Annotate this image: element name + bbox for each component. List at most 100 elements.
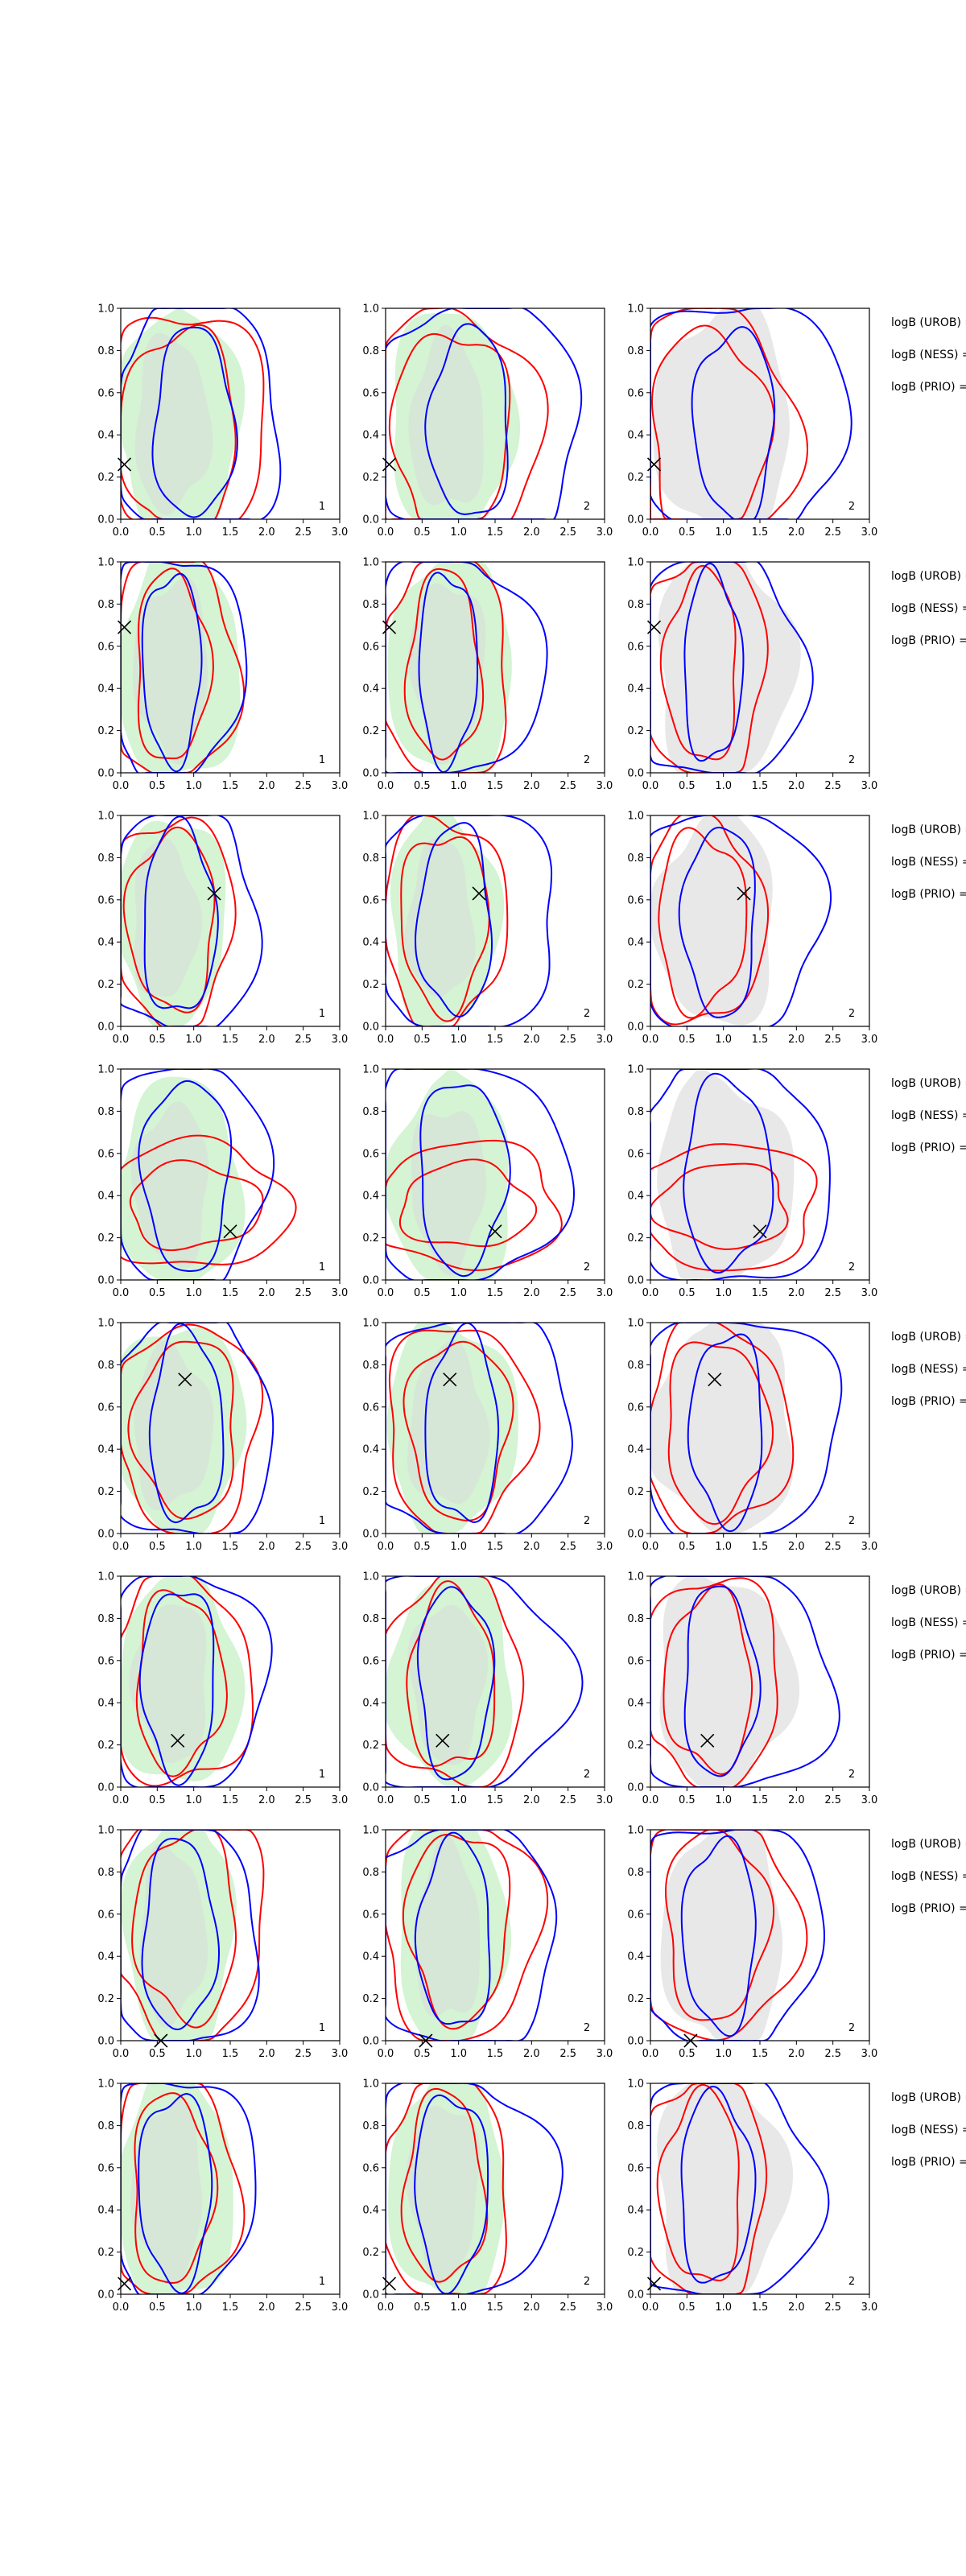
y-tick-label: 0.6 xyxy=(362,387,379,399)
contour-red xyxy=(659,564,737,761)
y-tick-label: 1.0 xyxy=(362,2079,379,2091)
contour-red xyxy=(127,1340,234,1520)
contour-blue xyxy=(680,2086,757,2284)
y-tick-label: 0.2 xyxy=(627,979,644,991)
contour-red xyxy=(121,562,246,773)
density-fill-inner xyxy=(139,1843,208,2029)
panel-label: 2 xyxy=(848,1261,855,1274)
x-tick-label: 1.5 xyxy=(752,2048,769,2060)
panel-r5-c3: 0.0 0.5 1.0 1.5 2.0 2.5 3.0 0.0 0.2 0.4 0.6 0.8 1.0 2 xyxy=(627,1318,877,1554)
x-tick-label: 0.5 xyxy=(149,2301,166,2314)
contour-red xyxy=(400,2087,489,2283)
panel-label: 2 xyxy=(584,2276,590,2288)
x-tick-label: 3.0 xyxy=(332,1794,349,1806)
contour-blue xyxy=(143,815,219,1009)
y-tick-label: 0.8 xyxy=(362,1106,379,1118)
x-tick-label: 3.0 xyxy=(597,780,613,792)
contour-blue xyxy=(386,815,553,1026)
x-tick-label: 2.5 xyxy=(559,1794,576,1806)
y-tick-label: 0.6 xyxy=(627,1402,644,1414)
x-tick-label: 2.5 xyxy=(559,1541,576,1553)
x-tick-label: 2.5 xyxy=(559,526,576,539)
y-tick-label: 0.2 xyxy=(97,1486,114,1498)
panel-label: 2 xyxy=(848,754,855,766)
y-tick-label: 0.2 xyxy=(362,2247,379,2259)
y-tick-label: 0.8 xyxy=(362,599,379,611)
x-tick-label: 0.0 xyxy=(113,1794,130,1806)
panel-r6-c2: 0.0 0.5 1.0 1.5 2.0 2.5 3.0 0.0 0.2 0.4 0.6 0.8 1.0 2 xyxy=(362,1571,613,1807)
x-tick-label: 1.0 xyxy=(185,2048,202,2060)
panel-r3-c1: 0.0 0.5 1.0 1.5 2.0 2.5 3.0 0.0 0.2 0.4 0.6 0.8 1.0 1 xyxy=(97,811,348,1046)
panel-label: 1 xyxy=(319,1515,325,1527)
y-tick-label: 1.0 xyxy=(627,811,644,823)
contour-blue xyxy=(121,2083,257,2294)
contour-red xyxy=(667,1341,774,1525)
side-label: logB (PRIO) = xyxy=(891,1902,966,1915)
x-tick-label: 2.5 xyxy=(295,1794,312,1806)
x-tick-label: 1.5 xyxy=(752,2301,769,2314)
contour-blue xyxy=(416,1586,496,1781)
x-tick-label: 2.5 xyxy=(295,2048,312,2060)
x-tick-label: 3.0 xyxy=(597,526,613,539)
y-tick-label: 1.0 xyxy=(362,1064,379,1076)
x-tick-label: 0.5 xyxy=(679,526,696,539)
contour-blue xyxy=(386,1576,584,1787)
y-tick-label: 0.4 xyxy=(362,430,379,442)
x-tick-label: 0.0 xyxy=(113,526,130,539)
y-tick-label: 0.6 xyxy=(97,641,114,653)
x-tick-label: 3.0 xyxy=(861,1541,878,1553)
y-tick-label: 0.2 xyxy=(627,2247,644,2259)
y-tick-label: 0.4 xyxy=(362,1698,379,1710)
x-tick-label: 3.0 xyxy=(332,526,349,539)
x-tick-label: 2.5 xyxy=(559,780,576,792)
y-tick-label: 1.0 xyxy=(627,1318,644,1330)
x-tick-label: 1.0 xyxy=(450,780,467,792)
y-tick-label: 0.6 xyxy=(362,1148,379,1160)
contour-blue xyxy=(386,308,583,519)
true-value-marker xyxy=(708,1373,722,1387)
y-tick-label: 0.0 xyxy=(627,1782,644,1794)
x-tick-label: 1.0 xyxy=(185,1287,202,1299)
y-tick-label: 0.2 xyxy=(362,1232,379,1245)
contour-red xyxy=(650,308,808,519)
x-tick-label: 2.5 xyxy=(824,526,841,539)
y-tick-label: 0.4 xyxy=(627,1444,644,1456)
x-tick-label: 0.5 xyxy=(679,1794,696,1806)
panel-label: 2 xyxy=(848,1008,855,1020)
x-tick-label: 3.0 xyxy=(597,1541,613,1553)
y-tick-label: 0.6 xyxy=(362,1402,379,1414)
y-tick-label: 0.6 xyxy=(627,1655,644,1667)
panel-label: 2 xyxy=(584,1261,590,1274)
x-tick-label: 0.0 xyxy=(113,1034,130,1046)
contour-red xyxy=(121,1323,264,1534)
x-tick-label: 0.0 xyxy=(378,1287,394,1299)
y-tick-label: 0.0 xyxy=(97,1275,114,1287)
y-tick-label: 0.2 xyxy=(362,979,379,991)
contour-blue xyxy=(650,815,832,1026)
x-tick-label: 2.0 xyxy=(788,526,805,539)
panel-r7-c3: 0.0 0.5 1.0 1.5 2.0 2.5 3.0 0.0 0.2 0.4 0.6 0.8 1.0 2 xyxy=(627,1825,877,2061)
x-tick-label: 1.0 xyxy=(185,2301,202,2314)
contour-red xyxy=(121,1134,297,1265)
x-tick-label: 1.5 xyxy=(222,526,239,539)
y-tick-label: 0.2 xyxy=(362,725,379,737)
y-tick-label: 1.0 xyxy=(362,811,379,823)
contour-red xyxy=(650,1577,778,1787)
panel-r3-c2: 0.0 0.5 1.0 1.5 2.0 2.5 3.0 0.0 0.2 0.4 0.6 0.8 1.0 2 xyxy=(362,811,613,1046)
contour-red xyxy=(406,1580,496,1767)
x-tick-label: 1.5 xyxy=(487,1794,504,1806)
x-tick-label: 2.0 xyxy=(258,1541,275,1553)
y-tick-label: 0.2 xyxy=(97,1993,114,2005)
y-tick-label: 0.4 xyxy=(97,1191,114,1203)
side-label: logB (PRIO) = xyxy=(891,1649,966,1662)
true-value-marker xyxy=(382,2277,397,2291)
y-tick-label: 0.0 xyxy=(97,514,114,526)
true-value-marker xyxy=(646,457,662,472)
x-tick-label: 0.5 xyxy=(149,1541,166,1553)
y-tick-label: 1.0 xyxy=(97,1318,114,1330)
contour-red xyxy=(658,827,748,1019)
y-tick-label: 0.6 xyxy=(97,2162,114,2174)
density-fill-inner xyxy=(134,1340,214,1511)
y-tick-label: 0.2 xyxy=(97,1740,114,1752)
